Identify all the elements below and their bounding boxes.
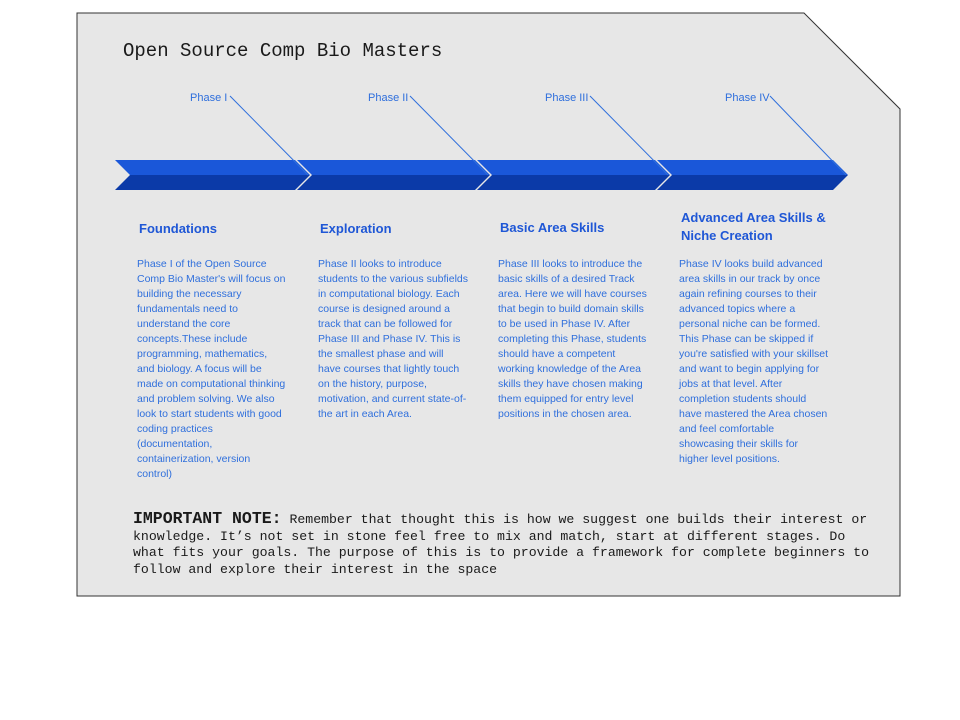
important-note: IMPORTANT NOTE: Remember that thought th… — [133, 509, 873, 578]
timeline-segment-3-bottom — [477, 175, 670, 190]
timeline-segment-1-bottom — [115, 175, 310, 190]
timeline-arrow — [115, 160, 848, 190]
phase-4-title: Advanced Area Skills & Niche Creation — [681, 210, 826, 243]
timeline-segment-1-top — [115, 160, 310, 175]
phase-3-title: Basic Area Skills — [500, 220, 605, 235]
phase-1-description: Phase I of the Open Source Comp Bio Mast… — [137, 258, 286, 480]
phase-1-title: Foundations — [139, 221, 217, 236]
phase-4-label: Phase IV — [725, 92, 770, 104]
phase-2-label: Phase II — [368, 92, 409, 104]
phase-1-label: Phase I — [190, 92, 228, 104]
phase-2-title: Exploration — [320, 221, 392, 236]
important-note-text: Remember that thought this is how we sug… — [133, 512, 869, 577]
page-title: Open Source Comp Bio Masters — [123, 40, 443, 62]
phase-4-description: Phase IV looks build advanced area skill… — [679, 258, 829, 465]
phase-3-leader-line — [589, 95, 669, 176]
phase-1-leader-line — [229, 95, 309, 176]
timeline-segment-2-top — [297, 160, 490, 175]
phase-2-description: Phase II looks to introduce students to … — [318, 258, 469, 420]
phase-4-leader-line — [769, 95, 847, 176]
timeline-segment-4-top — [657, 160, 848, 175]
phase-3-description: Phase III looks to introduce the basic s… — [498, 258, 647, 420]
timeline-segment-2-bottom — [297, 175, 490, 190]
card-panel — [76, 12, 901, 597]
phase-2-leader-line — [409, 95, 489, 176]
phase-3-label: Phase III — [545, 92, 589, 104]
timeline-segment-3-top — [477, 160, 670, 175]
important-note-heading: IMPORTANT NOTE: — [133, 509, 282, 528]
timeline-segment-4-bottom — [657, 175, 848, 190]
